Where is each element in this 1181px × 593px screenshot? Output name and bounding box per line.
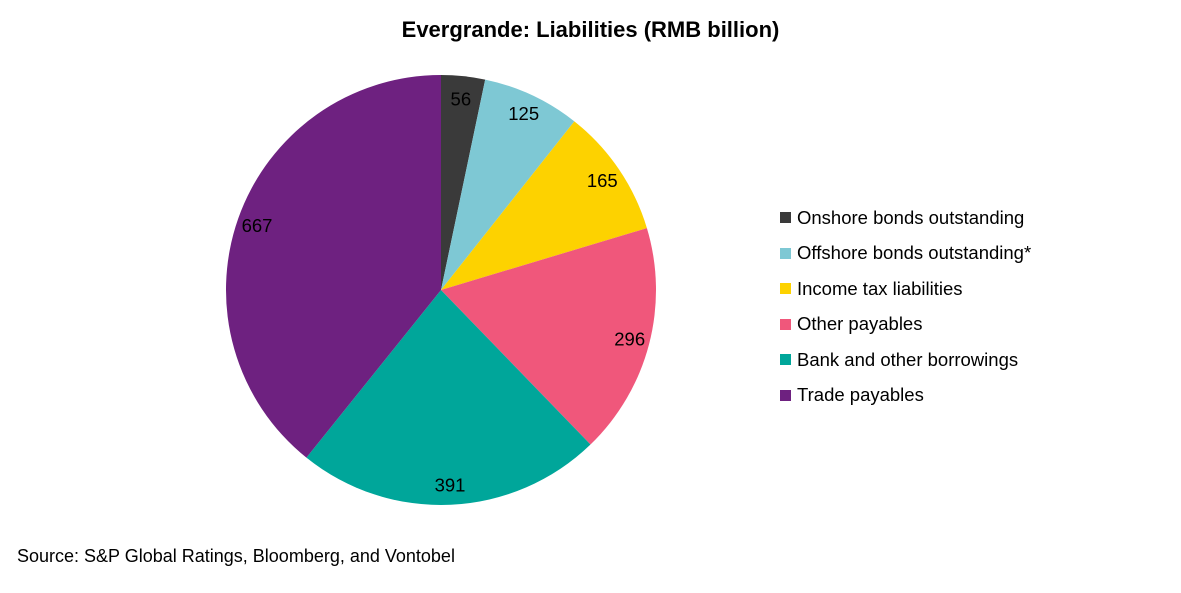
legend-swatch — [780, 318, 791, 330]
data-label-offshore-bonds-outstanding: 125 — [508, 103, 539, 124]
source-note: Source: S&P Global Ratings, Bloomberg, a… — [17, 546, 455, 566]
legend-item-trade-payables: Trade payables — [780, 378, 1031, 414]
legend-item-other-payables: Other payables — [780, 307, 1031, 343]
legend-item-onshore-bonds: Onshore bonds outstanding — [780, 200, 1031, 236]
legend-label: Other payables — [797, 313, 923, 335]
data-label-income-tax-liabilities: 165 — [587, 170, 618, 191]
legend-item-income-tax: Income tax liabilities — [780, 271, 1031, 307]
legend-swatch — [780, 212, 791, 224]
legend-label: Onshore bonds outstanding — [797, 206, 1025, 228]
legend-swatch — [780, 389, 791, 401]
legend-label: Offshore bonds outstanding* — [797, 242, 1032, 264]
pie-slice-income-tax-liabilities — [441, 121, 647, 290]
legend-swatch — [780, 354, 791, 366]
data-label-onshore-bonds-outstanding: 56 — [451, 89, 472, 110]
pie-slice-onshore-bonds-outstanding — [441, 75, 486, 290]
pie-slice-bank-and-other-borrowings — [306, 290, 591, 505]
legend-label: Trade payables — [797, 384, 924, 406]
legend-swatch — [780, 283, 791, 295]
pie-slice-other-payables — [441, 228, 656, 445]
data-label-trade-payables: 667 — [242, 215, 273, 236]
chart-title: Evergrande: Liabilities (RMB billion) — [401, 17, 780, 42]
legend-label: Income tax liabilities — [797, 277, 963, 299]
chart-legend: Onshore bonds outstanding Offshore bonds… — [780, 200, 1031, 413]
legend-label: Bank and other borrowings — [797, 348, 1019, 370]
legend-swatch — [780, 247, 791, 259]
legend-item-bank-borrowings: Bank and other borrowings — [780, 342, 1031, 378]
legend-item-offshore-bonds: Offshore bonds outstanding* — [780, 236, 1031, 272]
data-label-other-payables: 296 — [614, 329, 645, 350]
pie-slice-trade-payables — [226, 74, 441, 458]
pie-slice-offshore-bonds-outstanding — [441, 79, 575, 290]
data-label-bank-and-other-borrowings: 391 — [435, 474, 466, 495]
